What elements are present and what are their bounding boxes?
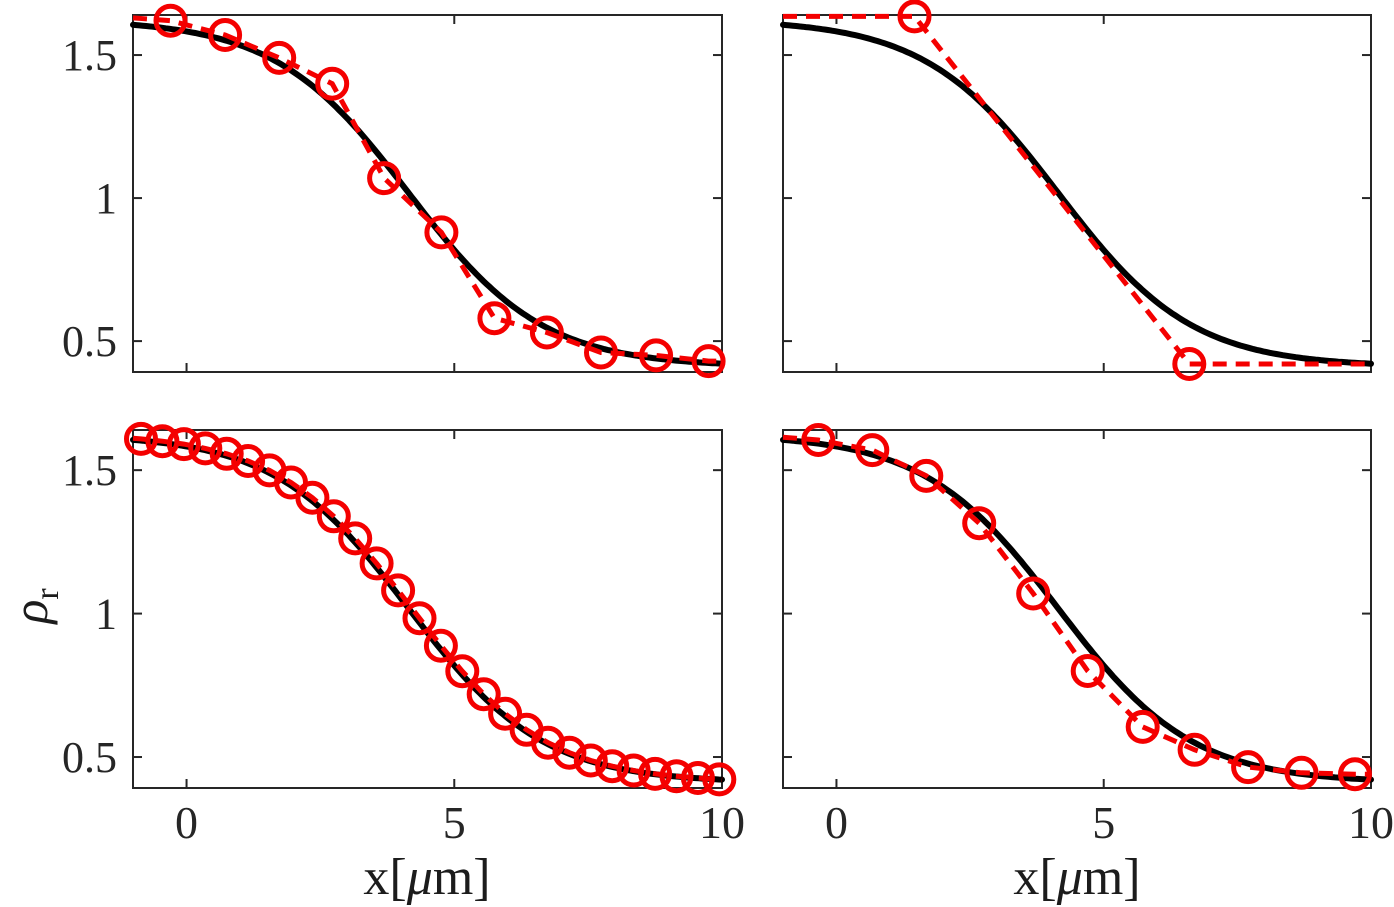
subplot-bottom-right: 0 5 10 — [780, 423, 1394, 848]
simulation-dashed-line — [782, 434, 1371, 777]
subplot-top-left: 0.5 1 1.5 — [62, 3, 726, 379]
mu-symbol: μ — [1056, 849, 1083, 906]
simulation-dashed-line — [132, 435, 723, 783]
data-point-marker — [338, 521, 373, 556]
data-point-marker — [595, 749, 630, 784]
data-point-marker — [1016, 576, 1051, 611]
data-point-marker — [855, 433, 890, 468]
data-point-marker — [962, 506, 997, 541]
rho-symbol: ρ — [2, 599, 58, 624]
xlabel-prefix: x[ — [363, 849, 407, 906]
xlabel-prefix: x[ — [1013, 849, 1057, 906]
data-point-marker — [466, 677, 501, 712]
data-point-marker — [209, 436, 244, 471]
data-point-marker — [208, 18, 243, 52]
subplot-bottom-left: 0.5 1 1.5 0 5 10 — [62, 421, 745, 848]
data-point-marker — [616, 753, 651, 788]
y-tick-label: 1.5 — [62, 446, 117, 495]
data-point-marker — [638, 756, 673, 791]
xlabel-suffix: m] — [1082, 849, 1141, 906]
y-tick-label: 0.5 — [62, 733, 117, 782]
y-tick-label: 1 — [95, 590, 117, 639]
data-point-marker — [231, 444, 266, 478]
data-point-marker — [552, 735, 587, 770]
exact-curve — [780, 436, 1374, 783]
x-axis-label-right: x[μm] — [1013, 848, 1140, 907]
exact-curve — [130, 21, 725, 367]
data-point-marker — [897, 0, 932, 34]
x-tick-label: 0 — [825, 797, 848, 848]
y-axis-label: ρr — [1, 588, 66, 624]
mu-symbol: μ — [406, 849, 433, 906]
simulation-dashed-line — [132, 15, 722, 364]
xlabel-suffix: m] — [432, 849, 491, 906]
data-point-marker — [124, 421, 158, 456]
data-point-marker — [445, 654, 480, 689]
data-point-marker — [1070, 654, 1105, 688]
x-tick-label: 0 — [175, 797, 198, 848]
data-point-marker — [1172, 347, 1207, 381]
x-axis-label-left: x[μm] — [363, 848, 490, 907]
axes-box — [132, 14, 723, 373]
data-point-marker — [477, 301, 512, 336]
simulation-dashed-line — [783, 13, 1371, 367]
data-point-marker — [316, 499, 351, 534]
data-point-marker — [801, 423, 836, 457]
data-point-marker — [1125, 709, 1160, 744]
exact-curve — [780, 21, 1374, 367]
axes-box — [782, 14, 1372, 373]
x-tick-label: 10 — [699, 797, 745, 848]
y-tick-label: 1 — [95, 174, 117, 223]
data-point-marker — [381, 573, 416, 608]
rho-subscript: r — [29, 588, 66, 600]
data-point-marker — [691, 344, 726, 379]
data-point-marker — [367, 161, 402, 196]
data-point-marker — [153, 3, 188, 38]
data-point-marker — [166, 427, 201, 462]
data-point-marker — [1177, 732, 1212, 767]
data-point-marker — [359, 546, 394, 581]
data-point-marker — [424, 215, 459, 250]
data-point-marker — [1284, 755, 1319, 790]
data-point-marker — [909, 458, 944, 493]
data-point-marker — [680, 761, 715, 795]
axes-box — [132, 429, 723, 789]
data-point-marker — [295, 480, 330, 515]
x-tick-label: 5 — [1092, 797, 1115, 848]
y-tick-label: 1.5 — [62, 31, 117, 80]
data-point-marker — [402, 601, 437, 636]
axes-box — [782, 429, 1372, 789]
x-tick-label: 5 — [443, 797, 466, 848]
data-point-marker — [529, 315, 564, 350]
data-point-marker — [1338, 757, 1372, 792]
data-point-marker — [315, 66, 350, 101]
data-point-marker — [423, 628, 458, 663]
data-point-marker — [488, 696, 523, 731]
data-point-marker — [573, 743, 608, 778]
x-tick-label: 10 — [1348, 797, 1394, 848]
data-point-marker — [639, 338, 674, 373]
data-point-marker — [1231, 750, 1266, 785]
y-tick-label: 0.5 — [62, 317, 117, 366]
subplot-top-right — [780, 0, 1374, 381]
exact-curve — [130, 436, 725, 783]
data-point-marker — [188, 431, 223, 466]
data-point-marker — [584, 335, 618, 370]
data-point-marker — [659, 759, 694, 794]
data-point-marker — [702, 762, 737, 797]
data-point-marker — [145, 424, 180, 459]
data-point-marker — [262, 40, 297, 75]
